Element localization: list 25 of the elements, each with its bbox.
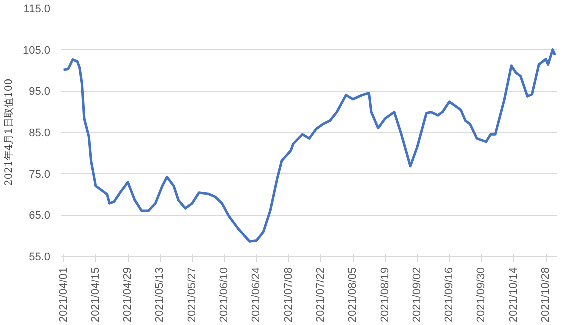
x-tick-label: 2021/04/15 — [90, 267, 102, 323]
x-tick-label: 2021/07/22 — [314, 267, 327, 323]
y-tick-label: 115.0 — [24, 4, 51, 16]
x-tick-label: 2021/08/19 — [379, 267, 392, 323]
x-tick-label: 2021/04/01 — [58, 267, 70, 323]
x-tick-label: 2021/10/28 — [540, 267, 552, 323]
x-tick-label: 2021/06/10 — [218, 267, 231, 323]
x-tick-label: 2021/10/14 — [508, 267, 520, 323]
y-tick-label: 95.0 — [29, 86, 51, 98]
x-tick-label: 2021/06/24 — [250, 267, 263, 323]
x-tick-label: 2021/09/30 — [476, 267, 488, 323]
line-series — [62, 48, 556, 243]
y-tick-label: 65.0 — [29, 210, 51, 222]
y-tick-label: 105.0 — [22, 44, 51, 57]
y-tick-label: 55.0 — [29, 252, 51, 264]
y-tick-label: 75.0 — [29, 168, 51, 181]
x-tick-label: 2021/09/02 — [411, 267, 424, 323]
x-tick-label: 2021/04/29 — [122, 267, 134, 323]
y-axis-title: 2021年4月1日取值100 — [2, 78, 15, 186]
x-tick-label: 2021/05/27 — [186, 267, 198, 323]
y-tick-label: 85.0 — [29, 128, 51, 140]
x-tick-label: 2021/09/16 — [444, 267, 456, 323]
x-tick-label: 2021/05/13 — [154, 267, 166, 323]
x-tick-label: 2021/08/05 — [347, 267, 360, 323]
x-tick-label: 2021/07/08 — [282, 267, 295, 323]
